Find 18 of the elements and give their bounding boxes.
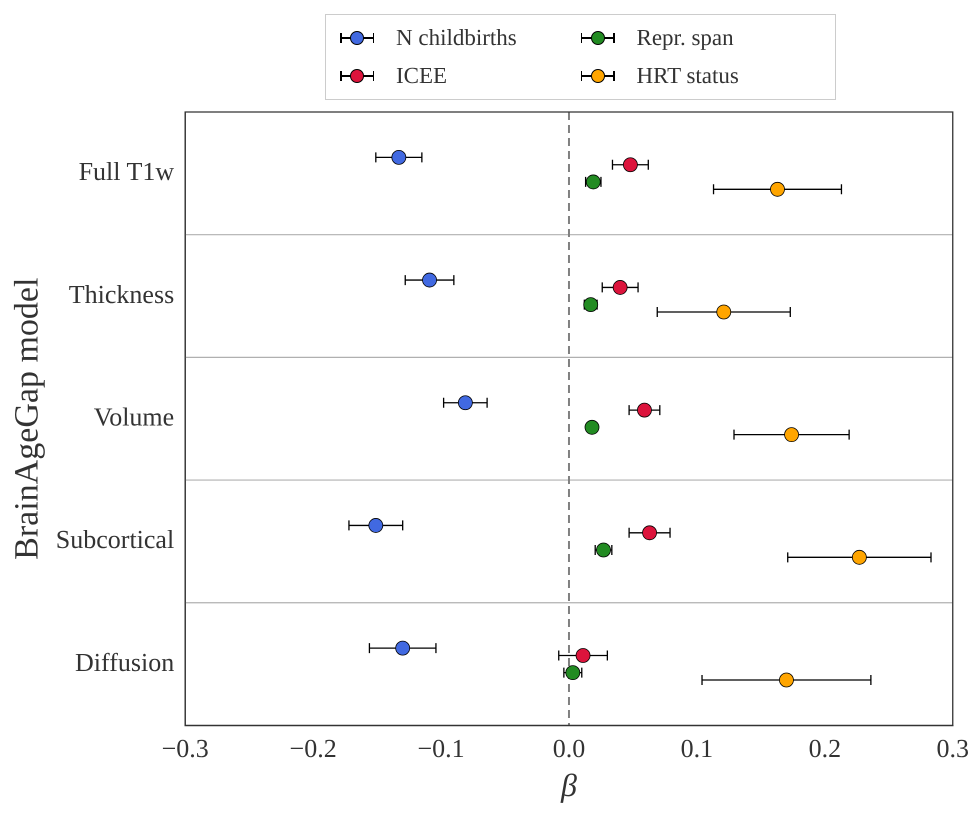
y-tick-label: Full T1w [78,157,174,186]
y-tick-label: Subcortical [56,525,174,554]
x-tick-label: 0.0 [552,734,586,763]
legend-label: Repr. span [636,25,734,51]
x-tick-label: −0.2 [290,734,337,763]
y-tick-label: Diffusion [75,648,174,677]
legend-label: HRT status [636,63,739,89]
x-tick-label: −0.3 [162,734,209,763]
x-axis-title: β [560,767,578,804]
y-tick-label: Thickness [68,280,174,309]
x-tick-label: 0.1 [680,734,714,763]
x-tick-label: 0.3 [936,734,969,763]
x-tick-label: 0.2 [808,734,842,763]
legend-label: ICEE [396,63,448,89]
y-tick-label: Volume [94,402,174,432]
x-tick-label: −0.1 [417,734,465,763]
y-axis-title: BrainAgeGap model [8,278,46,560]
legend-label: N childbirths [396,25,517,51]
